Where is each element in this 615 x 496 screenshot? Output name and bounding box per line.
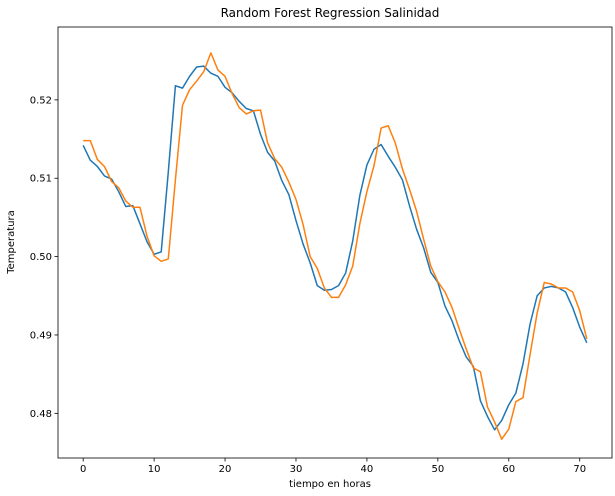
y-axis-ticks: 0.48 0.49 0.50 0.51 0.52: [30, 95, 58, 420]
x-tick-label: 60: [502, 464, 515, 475]
y-tick-label: 0.50: [30, 252, 52, 263]
y-axis-title: Temperatura: [6, 210, 17, 275]
x-tick-label: 50: [431, 464, 444, 475]
x-tick-label: 70: [573, 464, 586, 475]
x-tick-label: 30: [290, 464, 303, 475]
series-line-2: [83, 52, 588, 440]
y-tick-label: 0.51: [30, 174, 52, 185]
y-tick-label: 0.49: [30, 330, 52, 341]
y-tick-label: 0.48: [30, 409, 52, 420]
y-tick-label: 0.52: [30, 95, 52, 106]
x-axis-title: tiempo en horas: [289, 479, 371, 490]
series-layer: [82, 52, 588, 440]
x-tick-label: 40: [361, 464, 374, 475]
x-tick-label: 20: [219, 464, 232, 475]
plot-area: 0 10 20 30 40 50 60 70 0.48 0.49 0.50 0.51 0.52: [30, 26, 613, 475]
x-tick-label: 10: [148, 464, 161, 475]
x-axis-ticks: 0 10 20 30 40 50 60 70: [80, 458, 586, 475]
plot-frame: [57, 26, 613, 459]
x-tick-label: 0: [80, 464, 86, 475]
series-line-1: [82, 65, 588, 431]
chart-title: Random Forest Regression Salinidad: [221, 6, 440, 20]
